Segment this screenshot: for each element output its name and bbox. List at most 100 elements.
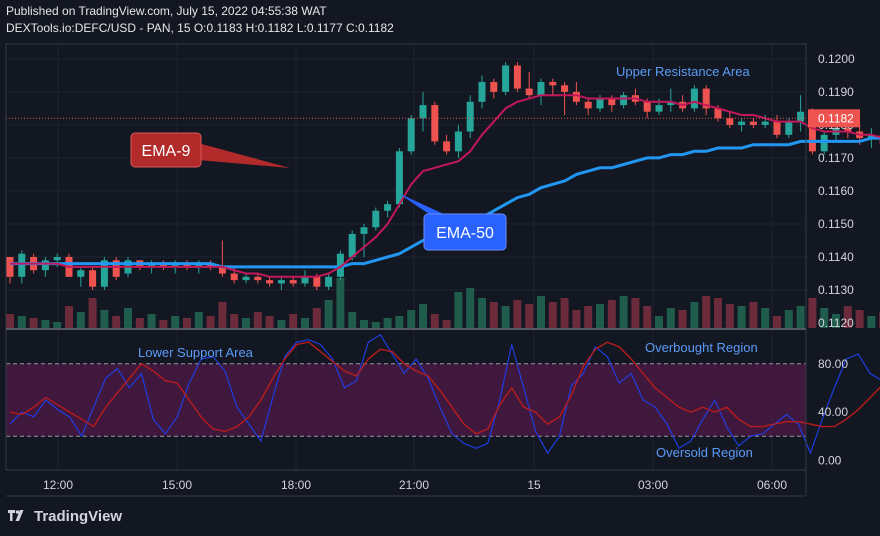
volume-bar [135, 318, 144, 328]
volume-bar [100, 310, 109, 328]
price-tick-label: 0.1170 [818, 151, 854, 165]
tradingview-brand: TradingView [6, 508, 122, 525]
volume-bar [183, 318, 191, 328]
candle-body [277, 280, 285, 284]
candle-body [112, 260, 120, 277]
volume-bar [395, 316, 404, 328]
time-tick-label: 03:00 [638, 478, 668, 492]
volume-bar [360, 320, 368, 328]
volume-bar [124, 308, 132, 328]
time-tick-label: 18:00 [281, 478, 311, 492]
price-tick-label: 0.1140 [818, 250, 854, 264]
volume-bar [855, 310, 864, 328]
volume-bar [832, 314, 840, 328]
volume-bar [489, 302, 498, 328]
candle-body [785, 121, 793, 135]
volume-bar [725, 304, 734, 328]
volume-bar [41, 320, 50, 328]
time-tick-label: 15 [527, 478, 541, 492]
brand-name: TradingView [34, 508, 123, 525]
symbol-ohlc-line: DEXTools.io:DEFC/USD - PAN, 15 O:0.1183 … [6, 21, 394, 35]
time-tick-label: 15:00 [162, 478, 192, 492]
candle-body [183, 263, 191, 267]
candle-body [289, 280, 297, 284]
volume-bar [383, 318, 392, 328]
current-price-tag [808, 109, 860, 128]
candle-body [348, 233, 356, 257]
oscillator-tick-label: 40.00 [818, 405, 848, 419]
ema50-line [10, 136, 880, 269]
published-line: Published on TradingView.com, July 15, 2… [6, 4, 327, 18]
candle-body [749, 121, 757, 125]
ema9-line [10, 94, 880, 278]
candle-body [549, 81, 557, 86]
candle-body [6, 257, 14, 277]
volume-bar [371, 322, 380, 328]
ohlc-close-label: C: [346, 21, 358, 35]
volume-bar [749, 302, 758, 328]
upper-resistance-label: Upper Resistance Area [616, 64, 750, 79]
volume-bar [336, 278, 345, 328]
candle-body [77, 270, 85, 277]
volume-bar [442, 320, 451, 328]
candle-body [407, 118, 415, 152]
candle-body [218, 266, 226, 274]
candle-body [360, 227, 368, 234]
candle-body [443, 141, 451, 152]
volume-bar [808, 298, 817, 328]
volume-bar [324, 300, 333, 328]
time-tick-label: 12:00 [43, 478, 73, 492]
ohlc-close-value: 0.1182 [358, 21, 394, 35]
volume-bar [702, 296, 711, 328]
candle-body [643, 101, 651, 112]
volume-bar [643, 306, 652, 328]
candle-body [808, 111, 816, 152]
volume-bar [690, 302, 699, 328]
candle-body [690, 88, 698, 109]
volume-bar [301, 318, 309, 328]
volume-bar [478, 298, 486, 328]
candle-body [466, 101, 474, 132]
candle-body [820, 134, 828, 152]
volume-bar [773, 316, 781, 328]
candle-body [454, 131, 462, 152]
volume-bar [289, 314, 298, 328]
candle-body [761, 121, 769, 125]
ohlc-low-label: L: [296, 21, 307, 35]
candle-body [537, 81, 545, 96]
candle-body [584, 101, 592, 109]
volume-bar [6, 314, 14, 328]
volume-bar [218, 302, 227, 328]
volume-bar [206, 316, 215, 328]
volume-bar [820, 308, 829, 328]
volume-bar [265, 316, 274, 328]
time-tick-label: 06:00 [757, 478, 787, 492]
price-tick-label: 0.1150 [818, 217, 854, 231]
ohlc-open-label: O: [193, 21, 207, 35]
volume-bar [159, 320, 168, 328]
candle-body [384, 204, 392, 211]
candle-body [372, 210, 380, 228]
volume-bars [6, 278, 880, 328]
oscillator-tick-label: 80.00 [818, 357, 848, 371]
symbol-label: DEXTools.io:DEFC/USD - PAN, 15 [6, 21, 191, 35]
tradingview-logo-icon [8, 509, 24, 521]
indicator-lines [6, 94, 880, 278]
candle-body [478, 81, 486, 102]
ema9-callout-pointer [198, 143, 290, 168]
volume-bar [171, 316, 180, 328]
candle-body [773, 121, 781, 135]
volume-bar [65, 306, 73, 328]
annotations: Upper Resistance Area Lower Support Area O… [130, 64, 758, 460]
candle-body [242, 276, 250, 281]
candle-body [655, 105, 663, 112]
volume-bar [348, 312, 357, 328]
ohlc-open-value: 0.1183 [206, 21, 243, 35]
volume-bar [596, 304, 604, 328]
volume-bar [194, 312, 203, 328]
volume-bar [277, 320, 286, 328]
volume-bar [407, 310, 416, 328]
candle-body [195, 263, 203, 267]
candle-body [159, 263, 167, 267]
